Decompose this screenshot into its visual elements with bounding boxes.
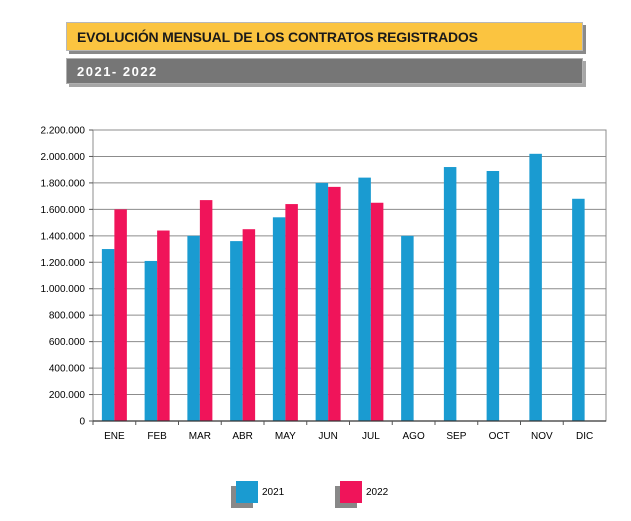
bar-2021-may [272,217,286,421]
x-tick-label: ENE [104,431,125,442]
y-tick-label: 2.200.000 [41,126,86,137]
bar-2021-oct [486,171,500,421]
x-tick-label: NOV [531,431,553,442]
x-tick-label: AGO [403,431,425,442]
subtitle-banner: 2021- 2022 [66,58,583,84]
y-axis-ticks: 0 200.000 400.000 600.000 800.000 1.000.000 1.… [41,126,93,428]
title-banner: EVOLUCIÓN MENSUAL DE LOS CONTRATOS REGIS… [66,22,583,51]
bar-2022-mar [199,200,213,421]
bar-2022-ene [114,209,127,421]
y-tick-label: 1.600.000 [41,205,86,216]
bars [101,153,585,422]
x-tick-label: MAY [275,431,296,442]
bar-2022-feb [157,230,170,421]
x-tick-label: ABR [232,431,253,442]
y-tick-label: 1.400.000 [41,231,86,242]
x-tick-label: FEB [147,431,167,442]
bar-2022-abr [242,229,256,421]
x-axis-ticks: ENE FEB MAR ABR MAY JUN JUL AGO SEP OCT NOV DIC [92,421,593,442]
bar-2021-dic [572,198,585,421]
legend-swatch-2021 [236,481,258,503]
x-tick-label: DIC [576,431,593,442]
plot-border [92,129,607,422]
y-tick-label: 0 [79,417,85,428]
plot-frame [92,129,607,422]
y-tick-label: 2.000.000 [41,152,86,163]
bar-2022-jun [328,186,341,421]
bar-2021-feb [144,260,158,421]
x-tick-label: JUN [318,431,337,442]
legend: 2021 2022 [231,481,389,508]
y-tick-label: 600.000 [49,337,86,348]
bar-2021-jun [315,182,329,421]
y-tick-label: 400.000 [49,364,86,375]
y-tick-label: 200.000 [49,390,86,401]
bar-2021-ene [101,249,115,421]
bar-2021-nov [529,153,542,422]
bar-2022-may [285,204,298,421]
x-tick-label: SEP [446,431,466,442]
x-tick-label: OCT [489,431,510,442]
bar-2021-sep [443,167,457,421]
y-tick-label: 1.800.000 [41,178,86,189]
y-tick-label: 800.000 [49,311,86,322]
legend-label-2022: 2022 [366,487,389,498]
bar-2021-mar [187,235,200,421]
y-tick-label: 1.200.000 [41,258,86,269]
x-tick-label: MAR [189,431,211,442]
gridlines [93,129,606,422]
x-tick-label: JUL [362,431,380,442]
y-tick-label: 1.000.000 [41,284,86,295]
bar-2021-abr [230,241,243,421]
bar-2022-jul [370,202,384,421]
chart-title: EVOLUCIÓN MENSUAL DE LOS CONTRATOS REGIS… [77,29,478,45]
bar-2021-ago [401,235,414,421]
legend-swatch-2022 [340,481,362,503]
chart-subtitle: 2021- 2022 [77,64,158,79]
legend-label-2021: 2021 [262,487,285,498]
bar-2021-jul [358,177,371,421]
